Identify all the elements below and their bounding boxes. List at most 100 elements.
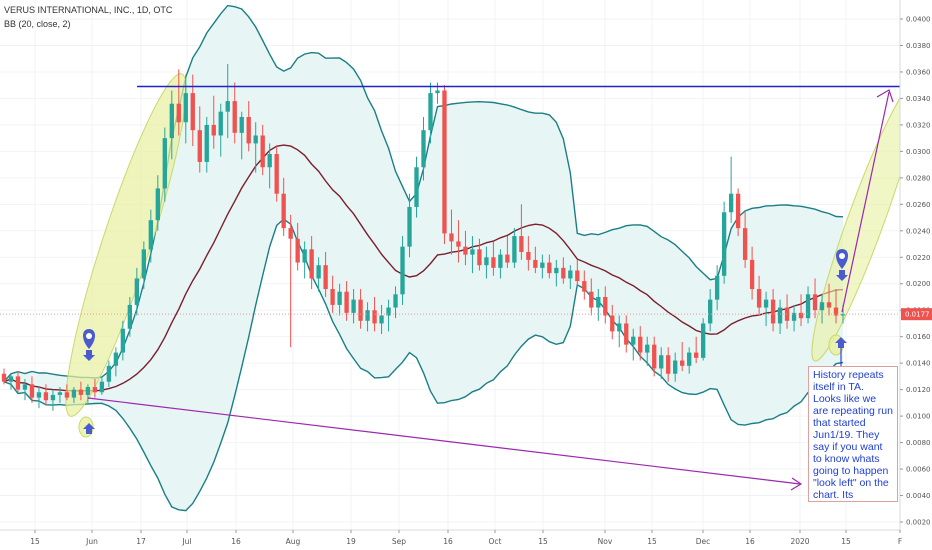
candle-body bbox=[8, 376, 14, 382]
candle-body bbox=[624, 323, 629, 345]
time-tick-label: 16 bbox=[443, 537, 453, 546]
candle-body bbox=[645, 344, 650, 353]
projection-arrow-head bbox=[876, 89, 894, 103]
candle-body bbox=[379, 315, 384, 324]
price-tick-label: 0.0080 bbox=[906, 439, 931, 447]
candle-body bbox=[540, 262, 545, 268]
candle-body bbox=[484, 257, 489, 266]
candle-body bbox=[707, 299, 713, 324]
annotation-note[interactable]: History repeats itself in TA. Looks like… bbox=[808, 366, 898, 502]
candle-body bbox=[589, 291, 594, 308]
indicator-label[interactable]: BB (20, close, 2) bbox=[4, 19, 71, 29]
time-tick-label: 16 bbox=[231, 537, 241, 546]
time-tick-label: Sep bbox=[392, 537, 406, 546]
candle-body bbox=[631, 336, 636, 345]
candle-body bbox=[680, 360, 685, 366]
time-tick-label: Jun bbox=[85, 537, 98, 546]
last-price-label: 0.0177 bbox=[905, 311, 930, 319]
candle-body bbox=[99, 381, 105, 393]
candle-body bbox=[700, 323, 706, 358]
time-tick-label: Nov bbox=[598, 537, 613, 546]
time-tick-label: Oct bbox=[489, 537, 502, 546]
candle-body bbox=[64, 392, 70, 398]
candle-body bbox=[638, 336, 643, 353]
price-tick-label: 0.0220 bbox=[906, 254, 931, 262]
candle-body bbox=[50, 394, 56, 401]
trend-arrow-head bbox=[790, 477, 803, 491]
candle-body bbox=[533, 259, 538, 268]
candle-body bbox=[505, 254, 510, 263]
candle-body bbox=[575, 270, 580, 282]
candle-body bbox=[22, 384, 28, 390]
projection-arrow-line bbox=[841, 91, 890, 313]
candle-body bbox=[176, 103, 181, 123]
candle-body bbox=[183, 93, 188, 123]
candle-body bbox=[512, 236, 517, 263]
time-tick-label: 17 bbox=[136, 537, 146, 546]
time-tick-label: Jul bbox=[181, 537, 191, 546]
candle-body bbox=[491, 257, 496, 268]
candle-body bbox=[281, 193, 286, 229]
time-axis[interactable]: 15 Jun 17 Jul 16 Aug 19 Sep 16 Oct 15 Nov 15 Dec 16 202… bbox=[0, 529, 932, 550]
time-tick-label: 15 bbox=[841, 537, 851, 546]
price-tick-label: 0.0120 bbox=[906, 386, 931, 394]
candle-body bbox=[92, 386, 98, 393]
candle-body bbox=[148, 220, 153, 250]
candle-body bbox=[232, 101, 237, 133]
candle-body bbox=[442, 90, 447, 234]
candle-body bbox=[833, 307, 839, 316]
up-arrow-icon-2 bbox=[835, 337, 847, 348]
candle-body bbox=[288, 228, 293, 239]
candle-body bbox=[330, 289, 335, 305]
candle-body bbox=[295, 238, 300, 263]
chart-title: VERUS INTERNATIONAL, INC., 1D, OTC bbox=[4, 5, 173, 15]
candle-body bbox=[735, 193, 741, 229]
time-tick-label: 2020 bbox=[790, 537, 809, 546]
price-tick-label: 0.0300 bbox=[906, 148, 931, 156]
price-tick-label: 0.0200 bbox=[906, 280, 931, 288]
down-arrow-icon-2 bbox=[836, 270, 848, 281]
candle-body bbox=[435, 90, 440, 94]
time-tick-label: 19 bbox=[346, 537, 356, 546]
candle-body bbox=[407, 206, 412, 247]
candle-body bbox=[302, 249, 307, 263]
candle-body bbox=[113, 352, 119, 366]
candle-body bbox=[742, 228, 748, 260]
candle-body bbox=[477, 249, 482, 266]
candle-body bbox=[1, 373, 7, 382]
price-tick-label: 0.0380 bbox=[906, 42, 931, 50]
candle-body bbox=[15, 376, 21, 390]
candle-body bbox=[659, 355, 664, 369]
price-tick-label: 0.0160 bbox=[906, 333, 931, 341]
drawings bbox=[0, 85, 902, 491]
time-tick-label: Aug bbox=[286, 537, 301, 546]
candle-body bbox=[826, 302, 832, 308]
candle-body bbox=[673, 360, 678, 374]
candle-body bbox=[253, 135, 258, 144]
candle-body bbox=[721, 212, 727, 276]
candle-body bbox=[400, 246, 405, 295]
candle-body bbox=[470, 249, 475, 255]
candle-body bbox=[777, 307, 783, 324]
candle-body bbox=[763, 299, 769, 308]
candle-body bbox=[309, 249, 314, 279]
candle-body bbox=[36, 392, 42, 398]
candle-body bbox=[78, 389, 84, 395]
candle-body bbox=[274, 154, 279, 194]
candle-body bbox=[596, 296, 601, 308]
candle-body bbox=[386, 307, 391, 316]
candle-body bbox=[819, 302, 825, 311]
price-tick-label: 0.0260 bbox=[906, 201, 931, 209]
price-axis[interactable]: 0.0400 0.0380 0.0360 0.0340 0.0320 0.0300 0.02… bbox=[899, 0, 932, 550]
candle-body bbox=[449, 233, 454, 242]
candle-body bbox=[57, 392, 63, 395]
candle-body bbox=[805, 294, 811, 319]
time-tick-label: F bbox=[898, 537, 902, 546]
candle-body bbox=[351, 299, 356, 313]
candle-body bbox=[344, 291, 349, 313]
candle-body bbox=[85, 386, 91, 395]
candle-body bbox=[169, 103, 174, 139]
candle-body bbox=[71, 389, 77, 398]
candle-body bbox=[812, 294, 818, 311]
